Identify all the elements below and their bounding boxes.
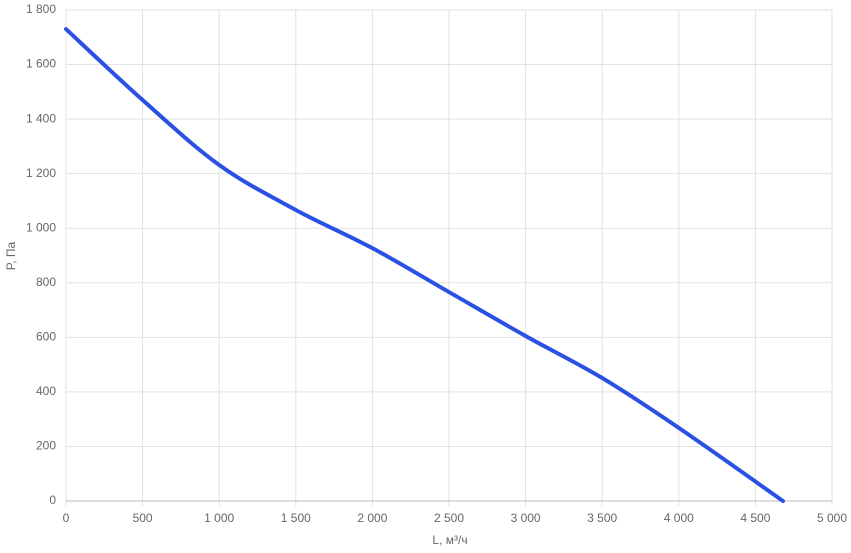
x-tick-label: 500 xyxy=(133,511,153,525)
y-tick-label: 800 xyxy=(36,275,56,289)
x-tick-label: 4 500 xyxy=(740,511,770,525)
x-tick-label: 1 500 xyxy=(281,511,311,525)
x-tick-label: 4 000 xyxy=(664,511,694,525)
x-tick-label: 3 500 xyxy=(587,511,617,525)
y-tick-label: 1 000 xyxy=(26,220,56,234)
line-series xyxy=(64,27,785,503)
x-tick-label: 1 000 xyxy=(204,511,234,525)
x-tick-label: 5 000 xyxy=(817,511,847,525)
y-tick-label: 600 xyxy=(36,330,56,344)
y-tick-label: 1 800 xyxy=(26,2,56,16)
y-tick-label: 400 xyxy=(36,384,56,398)
y-tick-label: 1 400 xyxy=(26,111,56,125)
y-tick-label: 200 xyxy=(36,439,56,453)
y-axis-label: P, Па xyxy=(4,241,18,270)
y-tick-label: 1 200 xyxy=(26,166,56,180)
x-tick-label: 0 xyxy=(63,511,70,525)
x-tick-label: 2 500 xyxy=(434,511,464,525)
y-tick-label: 0 xyxy=(49,493,56,507)
x-tick-label: 2 000 xyxy=(357,511,387,525)
x-axis-label: L, м³/ч xyxy=(432,533,467,547)
x-tick-label: 3 000 xyxy=(511,511,541,525)
y-tick-label: 1 600 xyxy=(26,57,56,71)
